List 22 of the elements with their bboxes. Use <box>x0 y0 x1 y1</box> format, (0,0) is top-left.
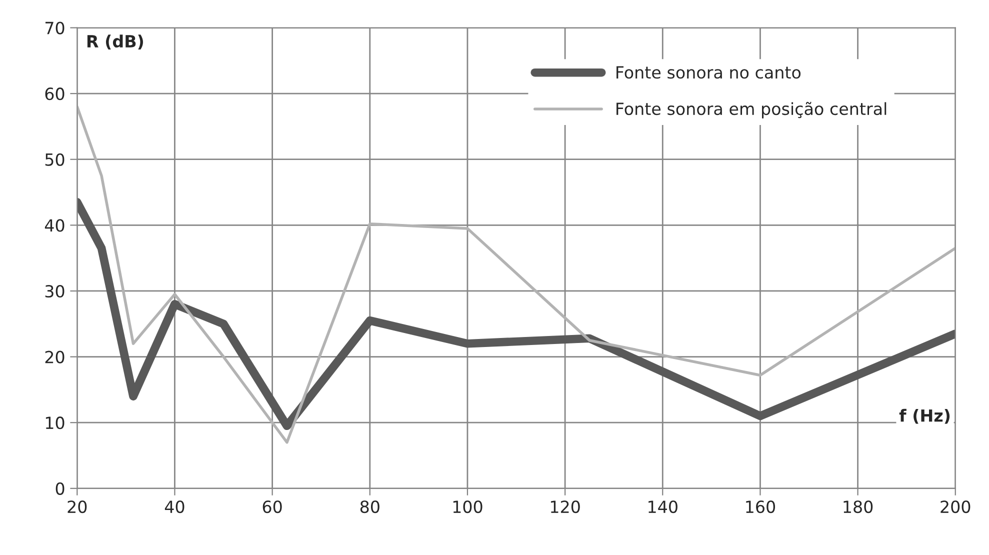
y-tick-label: 20 <box>45 350 64 364</box>
x-tick-label: 200 <box>940 500 970 514</box>
y-tick-label: 0 <box>56 482 64 495</box>
x-axis-title: f (Hz) <box>899 408 950 424</box>
x-tick-label: 60 <box>262 500 282 514</box>
x-tick-label: 120 <box>550 500 580 514</box>
y-axis-title: R (dB) <box>87 34 143 50</box>
x-tick-label: 20 <box>68 500 87 514</box>
y-tick-label: 10 <box>46 416 64 430</box>
y-tick-label: 50 <box>45 153 64 166</box>
legend-label: Fonte sonora no canto <box>616 66 801 79</box>
x-tick-label: 160 <box>746 500 776 514</box>
y-tick-label: 70 <box>45 22 64 34</box>
x-tick-label: 100 <box>453 500 482 514</box>
x-tick-label: 140 <box>648 500 678 514</box>
y-tick-label: 60 <box>45 88 64 100</box>
legend-label: Fonte sonora em posição central <box>616 102 886 118</box>
x-tick-label: 80 <box>360 500 380 514</box>
y-tick-label: 30 <box>45 284 64 298</box>
x-tick-label: 40 <box>164 500 184 514</box>
x-tick-label: 180 <box>844 500 873 514</box>
y-tick-label: 40 <box>44 219 64 232</box>
